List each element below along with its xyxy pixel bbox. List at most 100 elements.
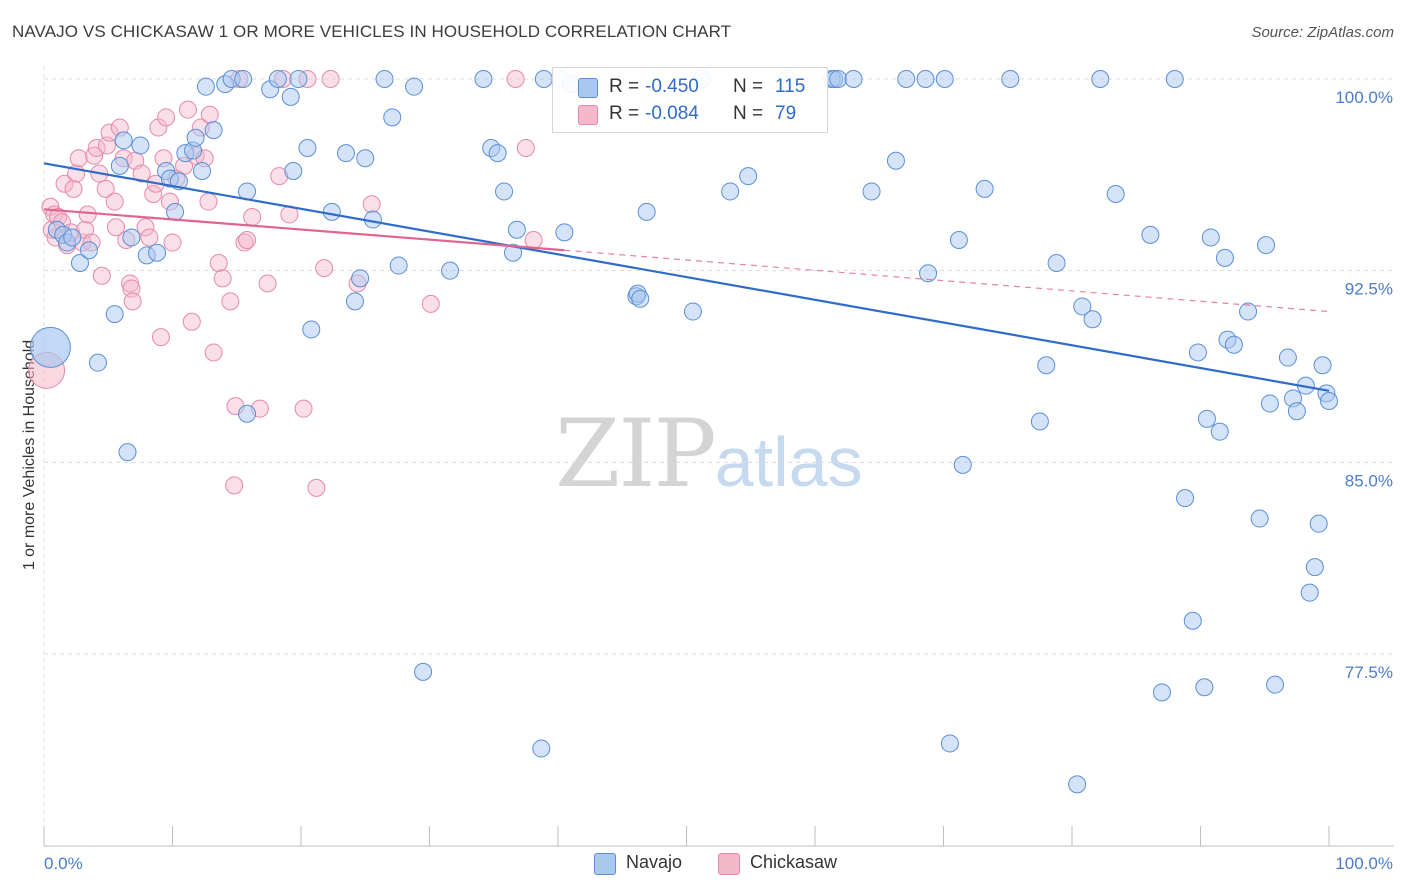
navajo-point: [495, 182, 514, 201]
navajo-point: [1176, 489, 1195, 508]
navajo-point: [1278, 348, 1297, 367]
chickasaw-points: [28, 70, 543, 497]
r-value: -0.084: [645, 103, 699, 124]
chickasaw-point: [362, 195, 381, 214]
navajo-point: [532, 739, 551, 758]
navajo-point: [281, 87, 300, 106]
chickasaw-point: [151, 328, 170, 347]
navajo-point: [1188, 343, 1207, 362]
navajo-point: [1224, 335, 1243, 354]
navajo-point: [919, 264, 938, 283]
chickasaw-swatch: [578, 105, 598, 125]
navajo-point: [1106, 185, 1125, 203]
navajo-point: [507, 220, 526, 239]
chickasaw-point: [69, 149, 88, 168]
navajo-point: [302, 320, 321, 339]
navajo-point: [1309, 514, 1328, 533]
chickasaw-point: [321, 70, 340, 88]
navajo-point: [534, 70, 553, 88]
chickasaw-point: [178, 100, 197, 119]
legend-row-navajo: R = -0.450 N = 115: [553, 72, 827, 102]
chickasaw-point: [506, 70, 525, 88]
navajo-point: [105, 305, 124, 324]
n-value: 79: [775, 103, 797, 124]
navajo-point: [862, 182, 881, 201]
chickasaw-point: [225, 476, 244, 495]
r-label: R =: [609, 103, 640, 124]
navajo-point: [1215, 248, 1234, 267]
navajo-point: [1210, 422, 1229, 441]
chickasaw-point: [105, 192, 124, 211]
navajo-point: [186, 128, 205, 147]
navajo-point: [1250, 509, 1269, 528]
navajo-point: [897, 70, 916, 88]
navajo-point: [949, 231, 968, 249]
navajo-point: [940, 734, 959, 753]
navajo-point: [110, 156, 129, 175]
n-label: N =: [733, 76, 764, 97]
navajo-legend-swatch: [594, 853, 616, 875]
tick-labels: 100.0% 92.5% 85.0% 77.5% 0.0% 100.0%: [44, 88, 1393, 873]
navajo-point: [193, 162, 212, 180]
chickasaw-point: [64, 179, 83, 198]
chickasaw-point: [78, 205, 97, 224]
chickasaw-point: [258, 274, 277, 293]
navajo-swatch: [578, 78, 598, 98]
navajo-point: [1313, 356, 1332, 375]
navajo-point: [1073, 297, 1092, 316]
navajo-point: [351, 269, 370, 288]
chickasaw-point: [199, 192, 218, 211]
navajo-point: [1287, 402, 1306, 421]
chickasaw-point: [149, 118, 168, 137]
navajo-point: [829, 70, 848, 88]
navajo-point: [79, 241, 98, 260]
navajo-point: [268, 70, 287, 88]
navajo-point: [196, 77, 215, 96]
r-value: -0.450: [645, 76, 699, 97]
legend-row-chickasaw: R = -0.084 N = 79: [553, 99, 827, 129]
navajo-trend-line: [43, 162, 1330, 392]
navajo-point: [122, 228, 141, 247]
navajo-point: [683, 302, 702, 321]
navajo-point: [88, 353, 107, 372]
chickasaw-point: [182, 312, 201, 331]
chickasaw-point: [238, 231, 257, 249]
navajo-point: [504, 243, 523, 262]
navajo-point: [114, 131, 133, 150]
navajo-point: [441, 261, 460, 280]
navajo-point: [1201, 228, 1220, 247]
navajo-point: [886, 151, 905, 170]
chickasaw-point: [524, 231, 543, 249]
chickasaw-point: [100, 123, 119, 142]
chickasaw-point: [55, 174, 74, 193]
navajo-point: [375, 70, 394, 88]
navajo-point: [70, 254, 89, 272]
chickasaw-point: [92, 266, 111, 285]
chickasaw-point: [213, 269, 232, 288]
navajo-point: [975, 179, 994, 198]
navajo-point: [844, 70, 863, 88]
chickasaw-point: [307, 478, 326, 497]
chickasaw-point: [421, 294, 440, 313]
navajo-point: [631, 289, 650, 308]
navajo-point: [721, 182, 740, 201]
chickasaw-point: [122, 279, 141, 298]
y-tick-label: 100.0%: [1335, 88, 1393, 107]
navajo-point: [488, 144, 507, 163]
navajo-point: [953, 455, 972, 474]
navajo-point: [1239, 302, 1258, 321]
chickasaw-point: [163, 233, 182, 252]
navajo-point: [405, 77, 424, 96]
n-value: 115: [775, 76, 806, 97]
chickasaw-point: [144, 185, 163, 203]
chickasaw-point: [209, 254, 228, 272]
chickasaw-point: [294, 399, 313, 418]
navajo-point: [383, 108, 402, 127]
navajo-points: [29, 70, 1338, 794]
navajo-point: [1152, 683, 1171, 702]
navajo-point: [166, 202, 185, 221]
chickasaw-point: [132, 164, 151, 183]
navajo-point: [389, 256, 408, 275]
navajo-point: [1266, 675, 1285, 694]
navajo-point: [118, 443, 137, 462]
